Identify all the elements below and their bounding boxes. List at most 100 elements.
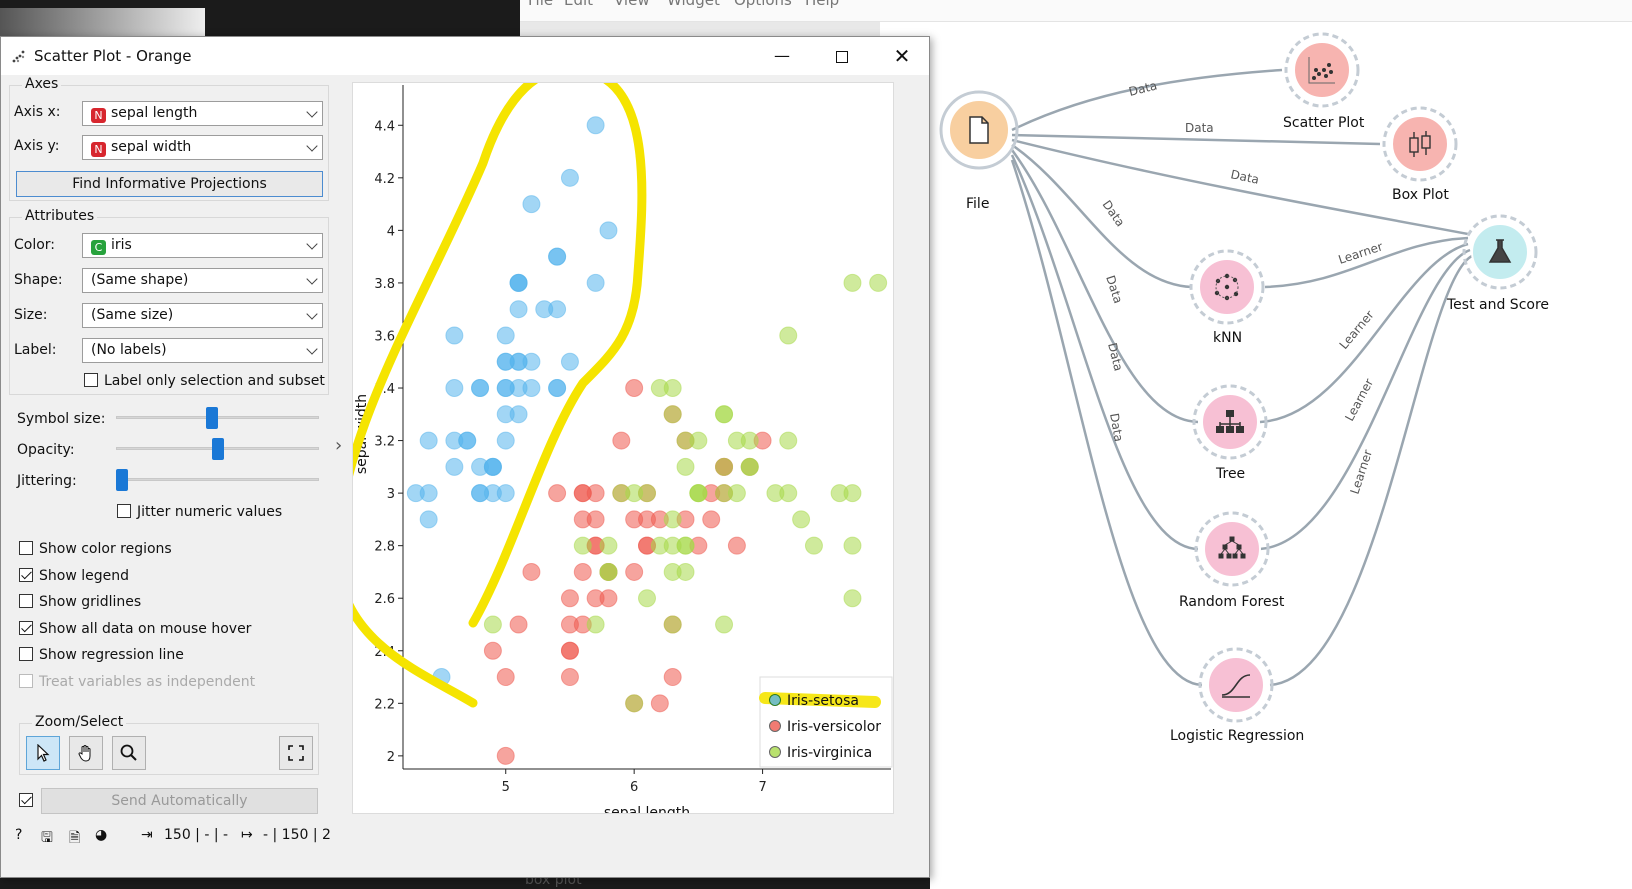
collapse-panel-chevron-icon[interactable]: ›: [335, 435, 343, 456]
scatter-point-iris-setosa[interactable]: [445, 379, 464, 398]
scatter-point-iris-versicolor[interactable]: [560, 641, 579, 660]
scatter-point-iris-versicolor[interactable]: [496, 746, 515, 765]
zoom-tool-button[interactable]: [112, 736, 146, 770]
scatter-point-iris-virginica[interactable]: [715, 484, 734, 503]
scatter-point-iris-versicolor[interactable]: [548, 484, 567, 503]
scatter-point-iris-setosa[interactable]: [496, 484, 515, 503]
scatter-point-iris-setosa[interactable]: [509, 379, 528, 398]
scatter-point-iris-virginica[interactable]: [663, 615, 682, 634]
scatter-point-iris-virginica[interactable]: [599, 536, 618, 555]
scatter-point-iris-virginica[interactable]: [638, 589, 656, 608]
pointer-tool-button[interactable]: [26, 736, 60, 770]
title-bar[interactable]: Scatter Plot - Orange — ✕: [1, 37, 929, 75]
link-file-boxplot[interactable]: [1011, 133, 1381, 146]
scatter-point-iris-virginica[interactable]: [676, 457, 695, 476]
option-checkbox-show-all-data-on-mouse-hover[interactable]: Show all data on mouse hover: [19, 620, 251, 637]
scatter-point-iris-virginica[interactable]: [715, 405, 734, 424]
workflow-node-boxplot[interactable]: [1382, 106, 1458, 182]
menu-edit[interactable]: Edit: [564, 0, 594, 9]
scatter-point-iris-versicolor[interactable]: [702, 510, 721, 529]
scatter-point-iris-setosa[interactable]: [496, 405, 515, 424]
menu-file[interactable]: File: [528, 0, 554, 9]
scatter-point-iris-virginica[interactable]: [779, 326, 798, 345]
scatter-point-iris-virginica[interactable]: [792, 510, 811, 529]
jittering-handle[interactable]: [116, 469, 128, 491]
scatter-point-iris-versicolor[interactable]: [573, 562, 592, 581]
workflow-node-scatter[interactable]: [1284, 32, 1360, 108]
help-icon[interactable]: ?: [15, 827, 23, 843]
scatter-point-iris-virginica[interactable]: [663, 510, 682, 529]
send-automatically-checkbox[interactable]: [19, 793, 39, 809]
scatter-point-iris-virginica[interactable]: [740, 457, 759, 476]
scatter-point-iris-setosa[interactable]: [599, 221, 618, 240]
scatter-point-iris-virginica[interactable]: [586, 615, 605, 634]
link-lr-test[interactable]: [1269, 254, 1473, 687]
workflow-canvas[interactable]: Data Data Data Data Data Data Data Learn…: [930, 22, 1632, 870]
link-file-knn[interactable]: [1011, 143, 1193, 289]
scatter-point-iris-versicolor[interactable]: [625, 562, 644, 581]
scatter-point-iris-setosa[interactable]: [560, 352, 579, 371]
scatter-point-iris-virginica[interactable]: [779, 484, 798, 503]
workflow-node-lr[interactable]: [1198, 647, 1274, 723]
scatter-point-iris-setosa[interactable]: [586, 116, 605, 135]
scatter-point-iris-setosa[interactable]: [445, 326, 464, 345]
link-tree-test[interactable]: [1259, 242, 1469, 424]
symbol-size-handle[interactable]: [205, 407, 218, 429]
save-icon[interactable]: 🖫: [41, 830, 53, 846]
scatter-point-iris-versicolor[interactable]: [560, 615, 579, 634]
scatter-point-iris-setosa[interactable]: [471, 484, 490, 503]
scatter-point-iris-setosa[interactable]: [419, 484, 438, 503]
option-checkbox-show-gridlines[interactable]: Show gridlines: [19, 594, 141, 610]
scatter-point-iris-versicolor[interactable]: [625, 510, 644, 529]
scatter-point-iris-virginica[interactable]: [843, 273, 862, 292]
scatter-point-iris-versicolor[interactable]: [612, 431, 631, 450]
link-file-rf[interactable]: [1010, 154, 1199, 551]
scatter-point-iris-virginica[interactable]: [625, 694, 644, 713]
link-rf-test[interactable]: [1259, 248, 1471, 551]
scatter-point-iris-virginica[interactable]: [843, 484, 862, 503]
scatter-plot-chart[interactable]: 22.22.42.62.833.23.43.63.844.24.45 6 7sepa…: [353, 83, 893, 813]
report-icon[interactable]: 🗎: [69, 830, 81, 846]
scatter-point-iris-virginica[interactable]: [483, 615, 502, 634]
scatter-point-iris-setosa[interactable]: [509, 300, 528, 319]
scatter-point-iris-virginica[interactable]: [804, 536, 823, 555]
link-file-scatter[interactable]: [1011, 68, 1283, 132]
scatter-point-iris-versicolor[interactable]: [496, 668, 515, 687]
workflow-node-rf[interactable]: [1194, 511, 1270, 587]
scatter-point-iris-virginica[interactable]: [779, 431, 798, 450]
size-select[interactable]: (Same size): [82, 303, 323, 328]
scatter-point-iris-virginica[interactable]: [599, 562, 618, 581]
scatter-point-iris-versicolor[interactable]: [522, 562, 541, 581]
scatter-point-iris-virginica[interactable]: [663, 562, 682, 581]
workflow-node-knn[interactable]: [1189, 249, 1265, 325]
menu-help[interactable]: Help: [805, 0, 840, 9]
workflow-node-file[interactable]: [939, 90, 1019, 170]
jittering-slider[interactable]: [116, 478, 319, 481]
workflow-node-test[interactable]: [1462, 214, 1538, 290]
link-file-test[interactable]: [1011, 138, 1469, 236]
scatter-point-iris-setosa[interactable]: [586, 273, 605, 292]
scatter-point-iris-versicolor[interactable]: [483, 641, 502, 660]
shape-select[interactable]: (Same shape): [82, 268, 323, 293]
link-file-lr[interactable]: [1010, 159, 1203, 687]
scatter-point-iris-virginica[interactable]: [689, 484, 708, 503]
scatter-point-iris-versicolor[interactable]: [663, 668, 682, 687]
scatter-point-iris-virginica[interactable]: [663, 536, 682, 555]
snapshot-icon[interactable]: ◕: [95, 827, 108, 843]
scatter-point-iris-virginica[interactable]: [727, 431, 746, 450]
scatter-point-iris-setosa[interactable]: [471, 379, 490, 398]
scatter-point-iris-versicolor[interactable]: [509, 615, 528, 634]
scatter-point-iris-setosa[interactable]: [496, 326, 515, 345]
label-select[interactable]: (No labels): [82, 338, 323, 363]
scatter-point-iris-virginica[interactable]: [663, 405, 682, 424]
scatter-point-iris-virginica[interactable]: [650, 379, 669, 398]
scatter-plot-area[interactable]: 2 2.2 2.4 2.6 2.8 3 3.2 3.4 3.6 3.8 4 4.2 4.4 5 6 7 sepa…: [352, 82, 894, 814]
scatter-point-iris-setosa[interactable]: [522, 195, 541, 214]
scatter-point-iris-versicolor[interactable]: [560, 668, 579, 687]
scatter-point-iris-versicolor[interactable]: [599, 589, 618, 608]
opacity-handle[interactable]: [211, 438, 224, 460]
menu-widget[interactable]: Widget: [667, 0, 720, 9]
menu-options[interactable]: Options: [734, 0, 792, 9]
